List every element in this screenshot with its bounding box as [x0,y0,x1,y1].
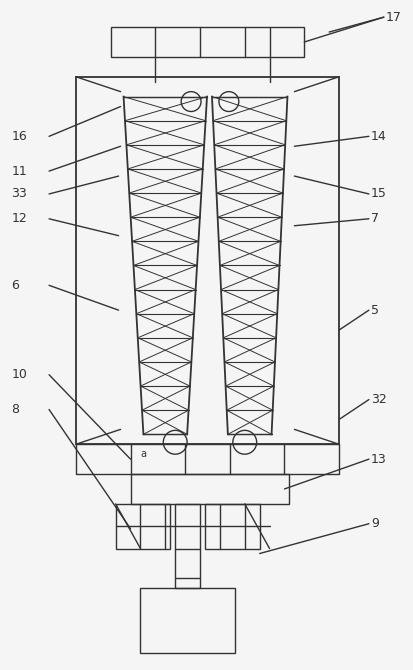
Text: 12: 12 [11,212,27,225]
Text: 14: 14 [370,130,386,143]
Text: a: a [140,449,146,459]
Text: 13: 13 [370,453,386,466]
Text: 11: 11 [11,165,27,178]
Bar [76,444,338,474]
Text: 5: 5 [370,304,378,317]
Bar [175,578,199,588]
Text: 33: 33 [11,188,27,200]
Bar [204,504,259,549]
Text: 17: 17 [385,11,401,23]
Bar [110,27,304,57]
Bar [130,474,289,504]
Text: 6: 6 [11,279,19,292]
Bar [175,504,199,549]
Bar [76,77,338,444]
Text: 9: 9 [370,517,378,530]
Bar [115,504,170,549]
Text: 32: 32 [370,393,386,406]
Text: 7: 7 [370,212,378,225]
Text: 8: 8 [11,403,19,416]
Text: 10: 10 [11,369,27,381]
Text: 16: 16 [11,130,27,143]
Text: 15: 15 [370,188,386,200]
Bar [140,588,234,653]
